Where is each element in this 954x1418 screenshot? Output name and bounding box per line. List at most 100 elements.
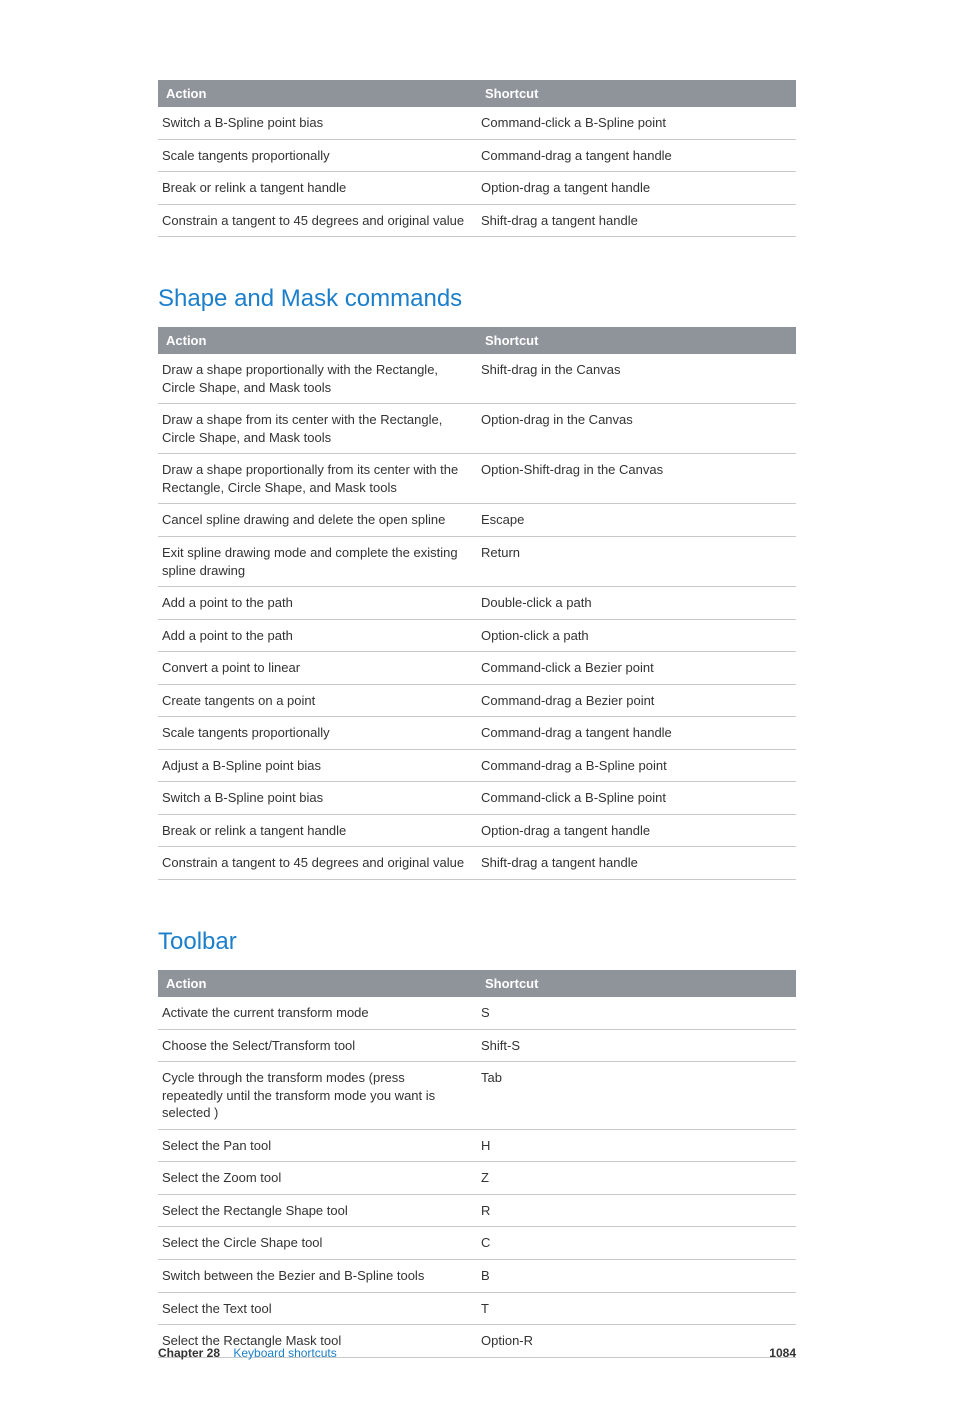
action-cell: Constrain a tangent to 45 degrees and or… — [158, 204, 477, 237]
action-cell: Add a point to the path — [158, 587, 477, 620]
shortcut-cell: Command-drag a tangent handle — [477, 717, 796, 750]
action-cell: Convert a point to linear — [158, 652, 477, 685]
action-cell: Draw a shape proportionally from its cen… — [158, 454, 477, 504]
action-cell: Select the Circle Shape tool — [158, 1227, 477, 1260]
table-header-shortcut: Shortcut — [477, 970, 796, 997]
table-row: Constrain a tangent to 45 degrees and or… — [158, 204, 796, 237]
table-header-shortcut: Shortcut — [477, 327, 796, 354]
shortcut-cell: Command-drag a tangent handle — [477, 139, 796, 172]
table-body: Activate the current transform modeSChoo… — [158, 997, 796, 1357]
table-row: Switch a B-Spline point biasCommand-clic… — [158, 782, 796, 815]
table-row: Switch between the Bezier and B-Spline t… — [158, 1259, 796, 1292]
action-cell: Break or relink a tangent handle — [158, 172, 477, 205]
table-row: Break or relink a tangent handleOption-d… — [158, 172, 796, 205]
shortcut-cell: Option-drag a tangent handle — [477, 172, 796, 205]
shortcut-cell: Option-drag in the Canvas — [477, 404, 796, 454]
table-row: Create tangents on a pointCommand-drag a… — [158, 684, 796, 717]
table-row: Scale tangents proportionallyCommand-dra… — [158, 717, 796, 750]
action-cell: Cancel spline drawing and delete the ope… — [158, 504, 477, 537]
page-number: 1084 — [769, 1346, 796, 1360]
table-row: Draw a shape from its center with the Re… — [158, 404, 796, 454]
table-header-action: Action — [158, 80, 477, 107]
action-cell: Switch a B-Spline point bias — [158, 782, 477, 815]
table-row: Draw a shape proportionally with the Rec… — [158, 354, 796, 404]
shortcut-cell: Shift-drag a tangent handle — [477, 204, 796, 237]
action-cell: Exit spline drawing mode and complete th… — [158, 537, 477, 587]
chapter-label: Chapter 28 — [158, 1346, 220, 1360]
action-cell: Add a point to the path — [158, 619, 477, 652]
table-header-action: Action — [158, 970, 477, 997]
table-row: Cycle through the transform modes (press… — [158, 1062, 796, 1130]
action-cell: Draw a shape proportionally with the Rec… — [158, 354, 477, 404]
action-cell: Activate the current transform mode — [158, 997, 477, 1029]
action-cell: Draw a shape from its center with the Re… — [158, 404, 477, 454]
shortcut-cell: Option-Shift-drag in the Canvas — [477, 454, 796, 504]
table-row: Add a point to the pathOption-click a pa… — [158, 619, 796, 652]
action-cell: Select the Rectangle Shape tool — [158, 1194, 477, 1227]
shortcut-table-1: Action Shortcut Switch a B-Spline point … — [158, 80, 796, 237]
section-heading-toolbar: Toolbar — [158, 928, 796, 956]
table-row: Select the Pan toolH — [158, 1129, 796, 1162]
table-row: Scale tangents proportionallyCommand-dra… — [158, 139, 796, 172]
shortcut-cell: Command-drag a Bezier point — [477, 684, 796, 717]
chapter-title: Keyboard shortcuts — [233, 1346, 336, 1360]
table-row: Select the Text toolT — [158, 1292, 796, 1325]
table-body: Draw a shape proportionally with the Rec… — [158, 354, 796, 879]
table-row: Cancel spline drawing and delete the ope… — [158, 504, 796, 537]
shortcut-cell: Command-click a B-Spline point — [477, 782, 796, 815]
page-footer: Chapter 28 Keyboard shortcuts 1084 — [158, 1346, 796, 1360]
shortcut-cell: Command-drag a B-Spline point — [477, 749, 796, 782]
shortcut-cell: Escape — [477, 504, 796, 537]
shortcut-cell: Z — [477, 1162, 796, 1195]
table-row: Select the Rectangle Shape toolR — [158, 1194, 796, 1227]
table-row: Switch a B-Spline point biasCommand-clic… — [158, 107, 796, 139]
action-cell: Scale tangents proportionally — [158, 717, 477, 750]
action-cell: Select the Zoom tool — [158, 1162, 477, 1195]
table-row: Break or relink a tangent handleOption-d… — [158, 814, 796, 847]
shortcut-cell: S — [477, 997, 796, 1029]
shortcut-cell: Shift-drag a tangent handle — [477, 847, 796, 880]
shortcut-cell: Return — [477, 537, 796, 587]
table-row: Add a point to the pathDouble-click a pa… — [158, 587, 796, 620]
table-row: Convert a point to linearCommand-click a… — [158, 652, 796, 685]
table-row: Exit spline drawing mode and complete th… — [158, 537, 796, 587]
table-row: Draw a shape proportionally from its cen… — [158, 454, 796, 504]
action-cell: Cycle through the transform modes (press… — [158, 1062, 477, 1130]
table-row: Activate the current transform modeS — [158, 997, 796, 1029]
shortcut-table-2: Action Shortcut Draw a shape proportiona… — [158, 327, 796, 880]
table-header-shortcut: Shortcut — [477, 80, 796, 107]
shortcut-table-3: Action Shortcut Activate the current tra… — [158, 970, 796, 1358]
shortcut-cell: B — [477, 1259, 796, 1292]
shortcut-cell: Option-click a path — [477, 619, 796, 652]
action-cell: Select the Text tool — [158, 1292, 477, 1325]
table-body: Switch a B-Spline point biasCommand-clic… — [158, 107, 796, 237]
table-row: Constrain a tangent to 45 degrees and or… — [158, 847, 796, 880]
section-heading-shape-mask: Shape and Mask commands — [158, 285, 796, 313]
action-cell: Choose the Select/Transform tool — [158, 1029, 477, 1062]
action-cell: Switch between the Bezier and B-Spline t… — [158, 1259, 477, 1292]
table-row: Select the Circle Shape toolC — [158, 1227, 796, 1260]
shortcut-cell: Command-click a Bezier point — [477, 652, 796, 685]
action-cell: Scale tangents proportionally — [158, 139, 477, 172]
document-page: Action Shortcut Switch a B-Spline point … — [0, 0, 954, 1418]
table-row: Adjust a B-Spline point biasCommand-drag… — [158, 749, 796, 782]
shortcut-cell: T — [477, 1292, 796, 1325]
action-cell: Select the Pan tool — [158, 1129, 477, 1162]
action-cell: Break or relink a tangent handle — [158, 814, 477, 847]
shortcut-cell: Command-click a B-Spline point — [477, 107, 796, 139]
shortcut-cell: R — [477, 1194, 796, 1227]
action-cell: Constrain a tangent to 45 degrees and or… — [158, 847, 477, 880]
shortcut-cell: Tab — [477, 1062, 796, 1130]
table-header-action: Action — [158, 327, 477, 354]
shortcut-cell: Double-click a path — [477, 587, 796, 620]
shortcut-cell: Shift-S — [477, 1029, 796, 1062]
shortcut-cell: C — [477, 1227, 796, 1260]
table-row: Choose the Select/Transform toolShift-S — [158, 1029, 796, 1062]
action-cell: Create tangents on a point — [158, 684, 477, 717]
table-row: Select the Zoom toolZ — [158, 1162, 796, 1195]
action-cell: Adjust a B-Spline point bias — [158, 749, 477, 782]
shortcut-cell: Shift-drag in the Canvas — [477, 354, 796, 404]
action-cell: Switch a B-Spline point bias — [158, 107, 477, 139]
shortcut-cell: Option-drag a tangent handle — [477, 814, 796, 847]
shortcut-cell: H — [477, 1129, 796, 1162]
